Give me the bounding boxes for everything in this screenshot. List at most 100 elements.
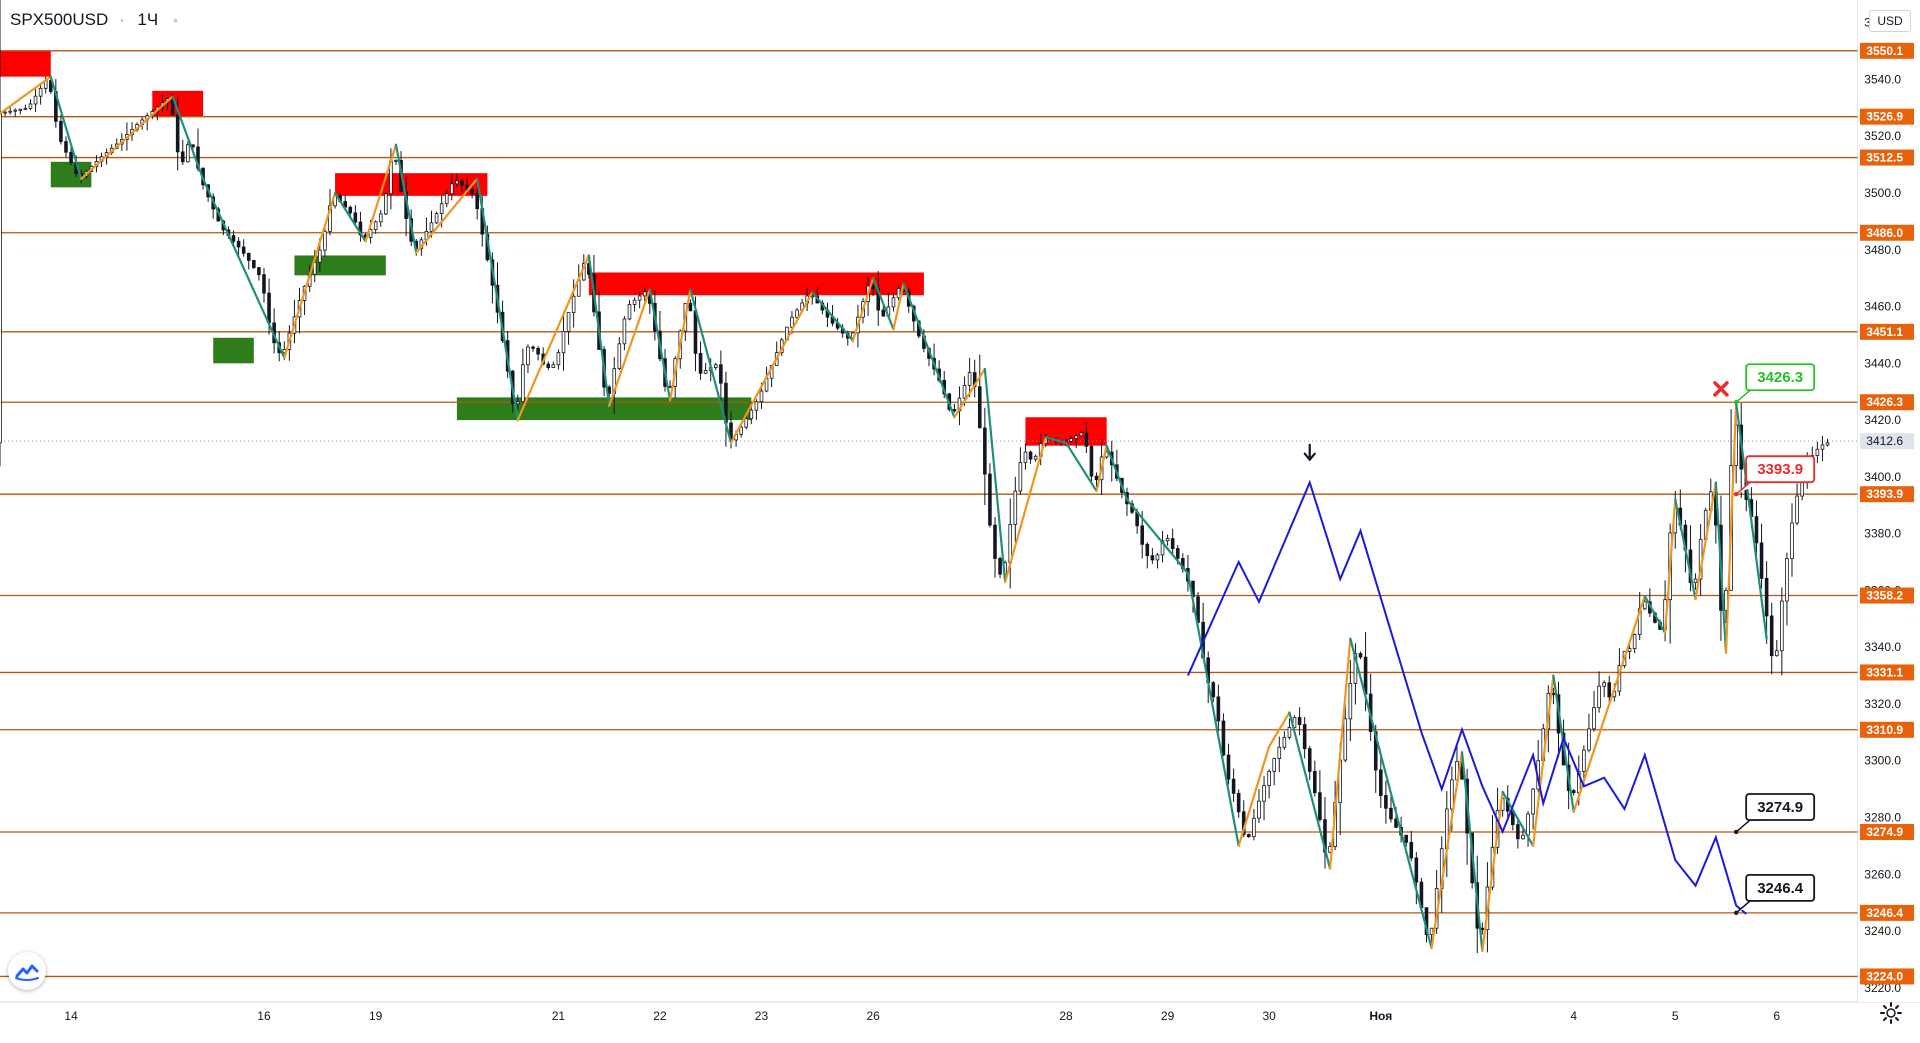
candle-body: [1018, 462, 1023, 492]
zigzag-segment: [1481, 790, 1504, 953]
candle-body: [236, 240, 241, 248]
symbol-header[interactable]: SPX500USD · 1Ч •: [10, 10, 178, 30]
candle-body: [1632, 634, 1637, 650]
supply-zone: [335, 173, 488, 196]
zigzag-segment: [902, 282, 956, 419]
candle-body: [1582, 749, 1586, 772]
current-price-badge: [1860, 433, 1914, 450]
supply-zone: [588, 272, 924, 296]
candle-body: [434, 213, 439, 224]
candle-body: [703, 370, 708, 374]
candle-body: [175, 114, 180, 153]
candle-body: [1592, 707, 1596, 730]
candle-body: [551, 364, 556, 368]
candle-body: [795, 309, 799, 318]
candle-body: [516, 401, 520, 405]
callout-anchor: [1733, 829, 1739, 835]
callout-box[interactable]: [1745, 793, 1816, 821]
candle-body: [713, 364, 718, 368]
candle-body: [688, 302, 693, 312]
zigzag-segment: [1095, 444, 1108, 493]
candle-body: [348, 206, 353, 214]
candle-body: [470, 189, 474, 195]
candle-body: [353, 212, 358, 223]
candle-body: [252, 260, 256, 268]
candle-body: [262, 274, 266, 294]
callout-label[interactable]: 3246.4: [1757, 880, 1804, 897]
candle-body: [267, 292, 271, 324]
candle-body: [1343, 718, 1348, 761]
candle-body: [1769, 615, 1774, 657]
callout-box[interactable]: [1745, 455, 1816, 484]
zigzag-segment: [1663, 498, 1677, 635]
candle-body: [38, 87, 43, 97]
candle-body: [1277, 746, 1282, 759]
current-price-label: 3412.6: [1866, 434, 1903, 448]
gear-icon[interactable]: [1878, 1000, 1904, 1026]
candle-body: [444, 193, 449, 205]
zigzag-segment: [333, 191, 367, 243]
candle-body: [323, 230, 327, 251]
currency-button[interactable]: USD: [1869, 10, 1911, 32]
candle-body: [1084, 432, 1089, 447]
candle-body: [531, 346, 535, 349]
candle-body: [8, 110, 12, 113]
candle-body: [64, 141, 68, 153]
candle-body: [13, 109, 18, 112]
time-axis[interactable]: [0, 1003, 1920, 1038]
callout-label[interactable]: 3274.9: [1757, 799, 1803, 816]
cross-mark-icon[interactable]: [1713, 381, 1729, 397]
candle-body: [790, 316, 794, 328]
callout-box[interactable]: [1745, 873, 1816, 902]
projection-path[interactable]: [1186, 479, 1747, 915]
candle-body: [546, 363, 551, 368]
candle-body: [3, 111, 7, 114]
zigzag-segment: [201, 177, 286, 359]
time-tick-label: 6: [1773, 1009, 1780, 1023]
timeframe-label: 1Ч: [137, 10, 159, 29]
candle-body: [33, 95, 38, 105]
zigzag-segment: [1064, 441, 1098, 493]
price-tick-label: 3380.0: [1864, 527, 1901, 541]
candle-body: [1287, 726, 1292, 738]
candle-body: [642, 291, 647, 297]
candle-body: [241, 246, 246, 254]
candle-body: [18, 108, 23, 111]
candle-body: [368, 229, 373, 238]
tradingview-logo-icon[interactable]: [8, 952, 46, 990]
zigzag-segment: [1572, 594, 1646, 813]
time-tick-label: 14: [64, 1009, 78, 1023]
down-arrow-icon[interactable]: [1303, 443, 1316, 462]
candle-body: [1170, 538, 1175, 549]
time-tick-label: 16: [257, 1009, 271, 1023]
zigzag-segment: [983, 367, 1007, 583]
candle-body: [977, 386, 982, 429]
callout-box[interactable]: [1745, 363, 1816, 392]
candle-body: [384, 193, 388, 215]
zigzag-segment: [171, 95, 205, 180]
candle-body: [881, 309, 886, 317]
price-tick-label: 3300.0: [1864, 754, 1901, 768]
time-tick-label: 4: [1570, 1009, 1577, 1023]
candle-body: [1302, 724, 1307, 750]
callout-label[interactable]: 3426.3: [1757, 369, 1803, 386]
zigzag-segment: [851, 277, 875, 342]
zigzag-segment: [415, 177, 479, 254]
callout-label[interactable]: 3393.9: [1757, 461, 1803, 478]
candle-body: [1607, 682, 1612, 698]
level-price-label: 3451.1: [1866, 325, 1903, 339]
time-tick-label: 21: [552, 1009, 566, 1023]
candle-body: [1759, 542, 1764, 579]
zigzag-segment: [953, 367, 986, 419]
candle-body: [1379, 769, 1383, 796]
zigzag-segment: [689, 288, 733, 444]
level-price-label: 3393.9: [1866, 487, 1903, 501]
candle-body: [759, 390, 764, 403]
time-tick-label: 22: [653, 1009, 667, 1023]
price-tick-label: 3280.0: [1864, 810, 1901, 824]
time-tick-label: 30: [1262, 1009, 1276, 1023]
candle-body: [1597, 685, 1601, 708]
candle-body: [231, 235, 236, 242]
